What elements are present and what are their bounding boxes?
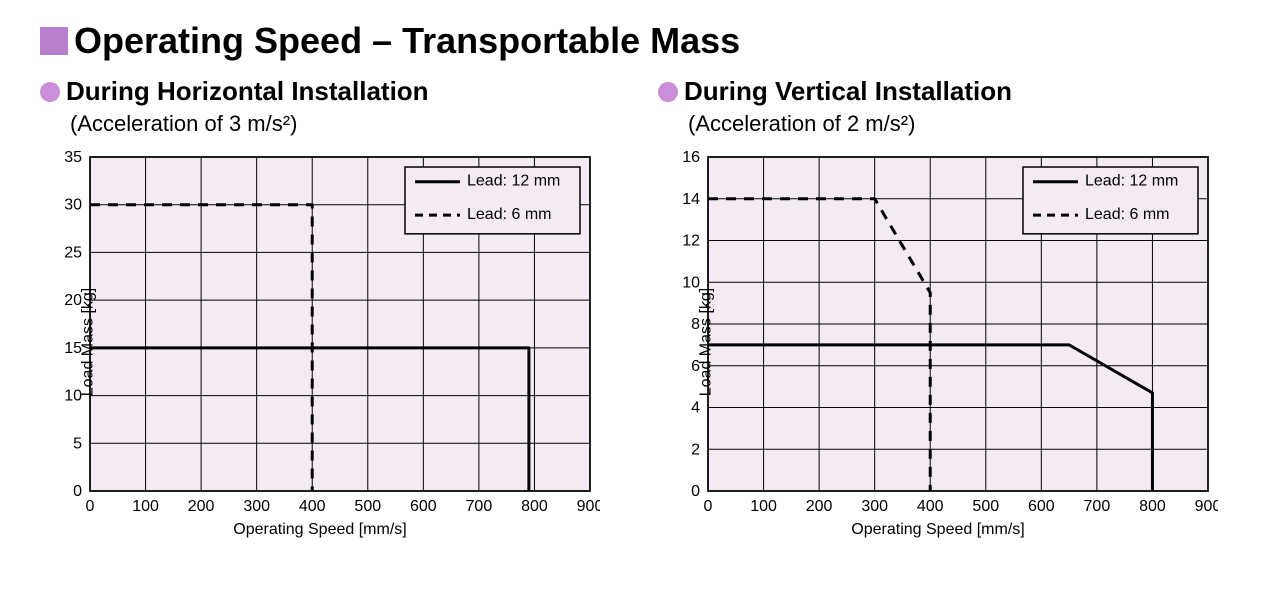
- main-heading: Operating Speed – Transportable Mass: [74, 20, 740, 62]
- svg-text:200: 200: [806, 498, 833, 515]
- legend-label: Lead: 6 mm: [467, 206, 551, 223]
- svg-text:100: 100: [750, 498, 777, 515]
- charts-row: During Horizontal Installation (Accelerat…: [40, 76, 1240, 537]
- svg-text:700: 700: [1084, 498, 1111, 515]
- svg-text:0: 0: [704, 498, 713, 515]
- svg-text:30: 30: [64, 197, 82, 214]
- svg-text:4: 4: [691, 400, 700, 417]
- svg-text:300: 300: [861, 498, 888, 515]
- chart-title: During Horizontal Installation: [66, 76, 429, 107]
- svg-text:600: 600: [1028, 498, 1055, 515]
- chart-column: During Vertical Installation (Acceleratio…: [658, 76, 1240, 537]
- chart-wrap: 0100200300400500600700800900024681012141…: [658, 147, 1218, 537]
- svg-text:0: 0: [73, 483, 82, 500]
- svg-text:16: 16: [682, 149, 700, 166]
- circle-bullet-icon: [658, 82, 678, 102]
- legend-label: Lead: 12 mm: [467, 173, 560, 190]
- circle-bullet-icon: [40, 82, 60, 102]
- sub-heading-row: During Horizontal Installation: [40, 76, 622, 107]
- chart-title: During Vertical Installation: [684, 76, 1012, 107]
- svg-text:14: 14: [682, 191, 700, 208]
- svg-text:0: 0: [691, 483, 700, 500]
- x-axis-label: Operating Speed [mm/s]: [233, 521, 406, 539]
- chart-note: (Acceleration of 2 m/s²): [688, 111, 1240, 137]
- svg-text:200: 200: [188, 498, 215, 515]
- svg-text:900: 900: [577, 498, 600, 515]
- chart-note: (Acceleration of 3 m/s²): [70, 111, 622, 137]
- legend-label: Lead: 6 mm: [1085, 206, 1169, 223]
- chart-svg: 0100200300400500600700800900024681012141…: [658, 147, 1218, 537]
- y-axis-label: Load Mass [kg]: [697, 288, 715, 397]
- svg-text:500: 500: [354, 498, 381, 515]
- svg-text:600: 600: [410, 498, 437, 515]
- square-bullet-icon: [40, 27, 68, 55]
- svg-text:700: 700: [466, 498, 493, 515]
- chart-wrap: 0100200300400500600700800900051015202530…: [40, 147, 600, 537]
- svg-text:300: 300: [243, 498, 270, 515]
- svg-text:400: 400: [299, 498, 326, 515]
- sub-heading-row: During Vertical Installation: [658, 76, 1240, 107]
- svg-text:400: 400: [917, 498, 944, 515]
- svg-text:25: 25: [64, 244, 82, 261]
- svg-text:800: 800: [1139, 498, 1166, 515]
- y-axis-label: Load Mass [kg]: [79, 288, 97, 397]
- svg-text:5: 5: [73, 435, 82, 452]
- svg-text:2: 2: [691, 441, 700, 458]
- svg-text:500: 500: [972, 498, 999, 515]
- svg-text:12: 12: [682, 233, 700, 250]
- main-heading-row: Operating Speed – Transportable Mass: [40, 20, 1240, 62]
- svg-text:0: 0: [86, 498, 95, 515]
- legend-label: Lead: 12 mm: [1085, 173, 1178, 190]
- x-axis-label: Operating Speed [mm/s]: [851, 521, 1024, 539]
- svg-text:900: 900: [1195, 498, 1218, 515]
- svg-text:35: 35: [64, 149, 82, 166]
- svg-text:800: 800: [521, 498, 548, 515]
- svg-text:100: 100: [132, 498, 159, 515]
- chart-svg: 0100200300400500600700800900051015202530…: [40, 147, 600, 537]
- chart-column: During Horizontal Installation (Accelerat…: [40, 76, 622, 537]
